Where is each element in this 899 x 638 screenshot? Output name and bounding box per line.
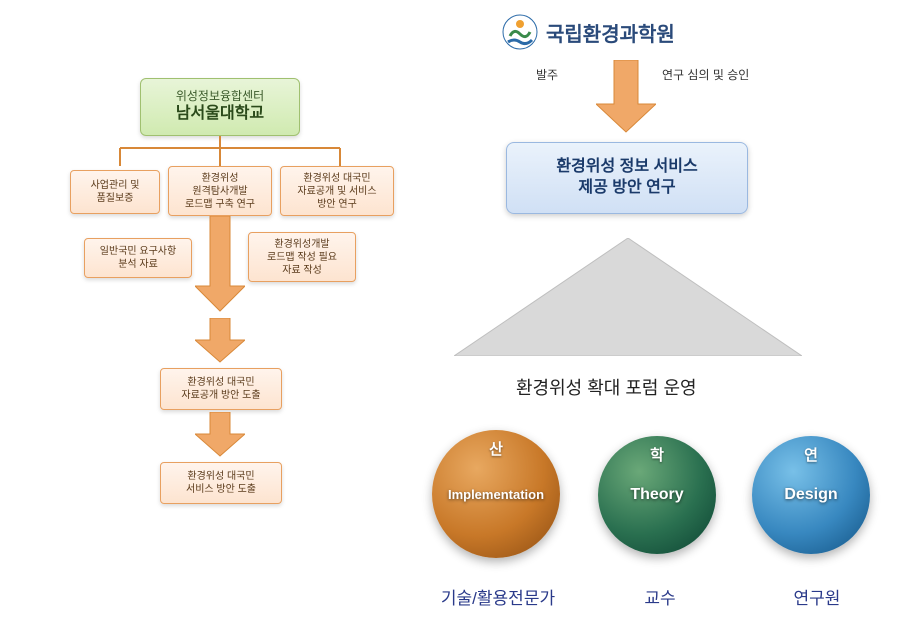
- row2-b2-l2: 로드맵 작성 필요: [267, 251, 337, 264]
- row2-box1: 일반국민 요구사항 분석 자료: [84, 238, 192, 278]
- arrow-r1-r2: [195, 216, 245, 316]
- row3-l2: 자료공개 방안 도출: [181, 389, 260, 402]
- row2-b2-l1: 환경위성개발: [274, 238, 329, 251]
- row1-b2-l3: 로드맵 구축 연구: [185, 198, 255, 211]
- row1-b3-l2: 자료공개 및 서비스: [297, 185, 376, 198]
- row4-l2: 서비스 방안 도출: [186, 483, 256, 496]
- sphere2-top: 학: [650, 444, 664, 465]
- sphere3-bottom: 연구원: [782, 584, 852, 609]
- row1-b3-l3: 방안 연구: [317, 198, 357, 211]
- sphere2-bottom: 교수: [630, 584, 690, 609]
- row2-b1-l1: 일반국민 요구사항: [100, 245, 176, 258]
- row1-b1-l2: 품질보증: [97, 192, 134, 205]
- sphere1-bottom: 기술/활용전문가: [438, 584, 558, 609]
- arrow-right-label: 연구 심의 및 승인: [662, 66, 749, 83]
- row1-box2: 환경위성 원격탐사개발 로드맵 구축 연구: [168, 166, 272, 216]
- blue-box: 환경위성 정보 서비스 제공 방안 연구: [506, 142, 748, 214]
- row3-l1: 환경위성 대국민: [187, 376, 254, 389]
- triangle-up: [454, 238, 802, 356]
- blue-l1: 환경위성 정보 서비스: [556, 157, 697, 178]
- row1-b1-l1: 사업관리 및: [91, 179, 140, 192]
- forum-text: 환경위성 확대 포럼 운영: [516, 374, 697, 400]
- row2-b2-l3: 자료 작성: [282, 264, 322, 277]
- top-green-box: 위성정보융합센터 남서울대학교: [140, 78, 300, 136]
- row1-box3: 환경위성 대국민 자료공개 및 서비스 방안 연구: [280, 166, 394, 216]
- sphere1-top: 산: [489, 438, 503, 459]
- logo: 국립환경과학원: [500, 14, 675, 50]
- sphere3-top: 연: [804, 444, 818, 465]
- sphere-2: 학 Theory: [598, 436, 716, 554]
- arrow-r2-r3: [195, 318, 245, 364]
- row2-box2: 환경위성개발 로드맵 작성 필요 자료 작성: [248, 232, 356, 282]
- row4-l1: 환경위성 대국민: [187, 470, 254, 483]
- sphere3-mid: Design: [784, 486, 837, 504]
- row4-box: 환경위성 대국민 서비스 방안 도출: [160, 462, 282, 504]
- arrow-r3-r4: [195, 412, 245, 458]
- row2-b1-l2: 분석 자료: [118, 258, 158, 271]
- sphere-3: 연 Design: [752, 436, 870, 554]
- row1-b2-l1: 환경위성: [202, 172, 239, 185]
- row1-box1: 사업관리 및 품질보증: [70, 170, 160, 214]
- sphere1-mid: Implementation: [448, 487, 544, 502]
- logo-icon: [500, 14, 540, 50]
- row3-box: 환경위성 대국민 자료공개 방안 도출: [160, 368, 282, 410]
- arrow-right-top: [596, 60, 656, 134]
- row1-b3-l1: 환경위성 대국민: [303, 172, 370, 185]
- logo-text: 국립환경과학원: [546, 18, 675, 47]
- top-green-line1: 위성정보융합센터: [176, 89, 264, 105]
- blue-l2: 제공 방안 연구: [578, 178, 675, 199]
- row1-b2-l2: 원격탐사개발: [192, 185, 247, 198]
- top-green-line2: 남서울대학교: [176, 104, 264, 125]
- arrow-left-label: 발주: [536, 66, 558, 83]
- sphere2-mid: Theory: [630, 486, 683, 504]
- sphere-1: 산 Implementation: [432, 430, 560, 558]
